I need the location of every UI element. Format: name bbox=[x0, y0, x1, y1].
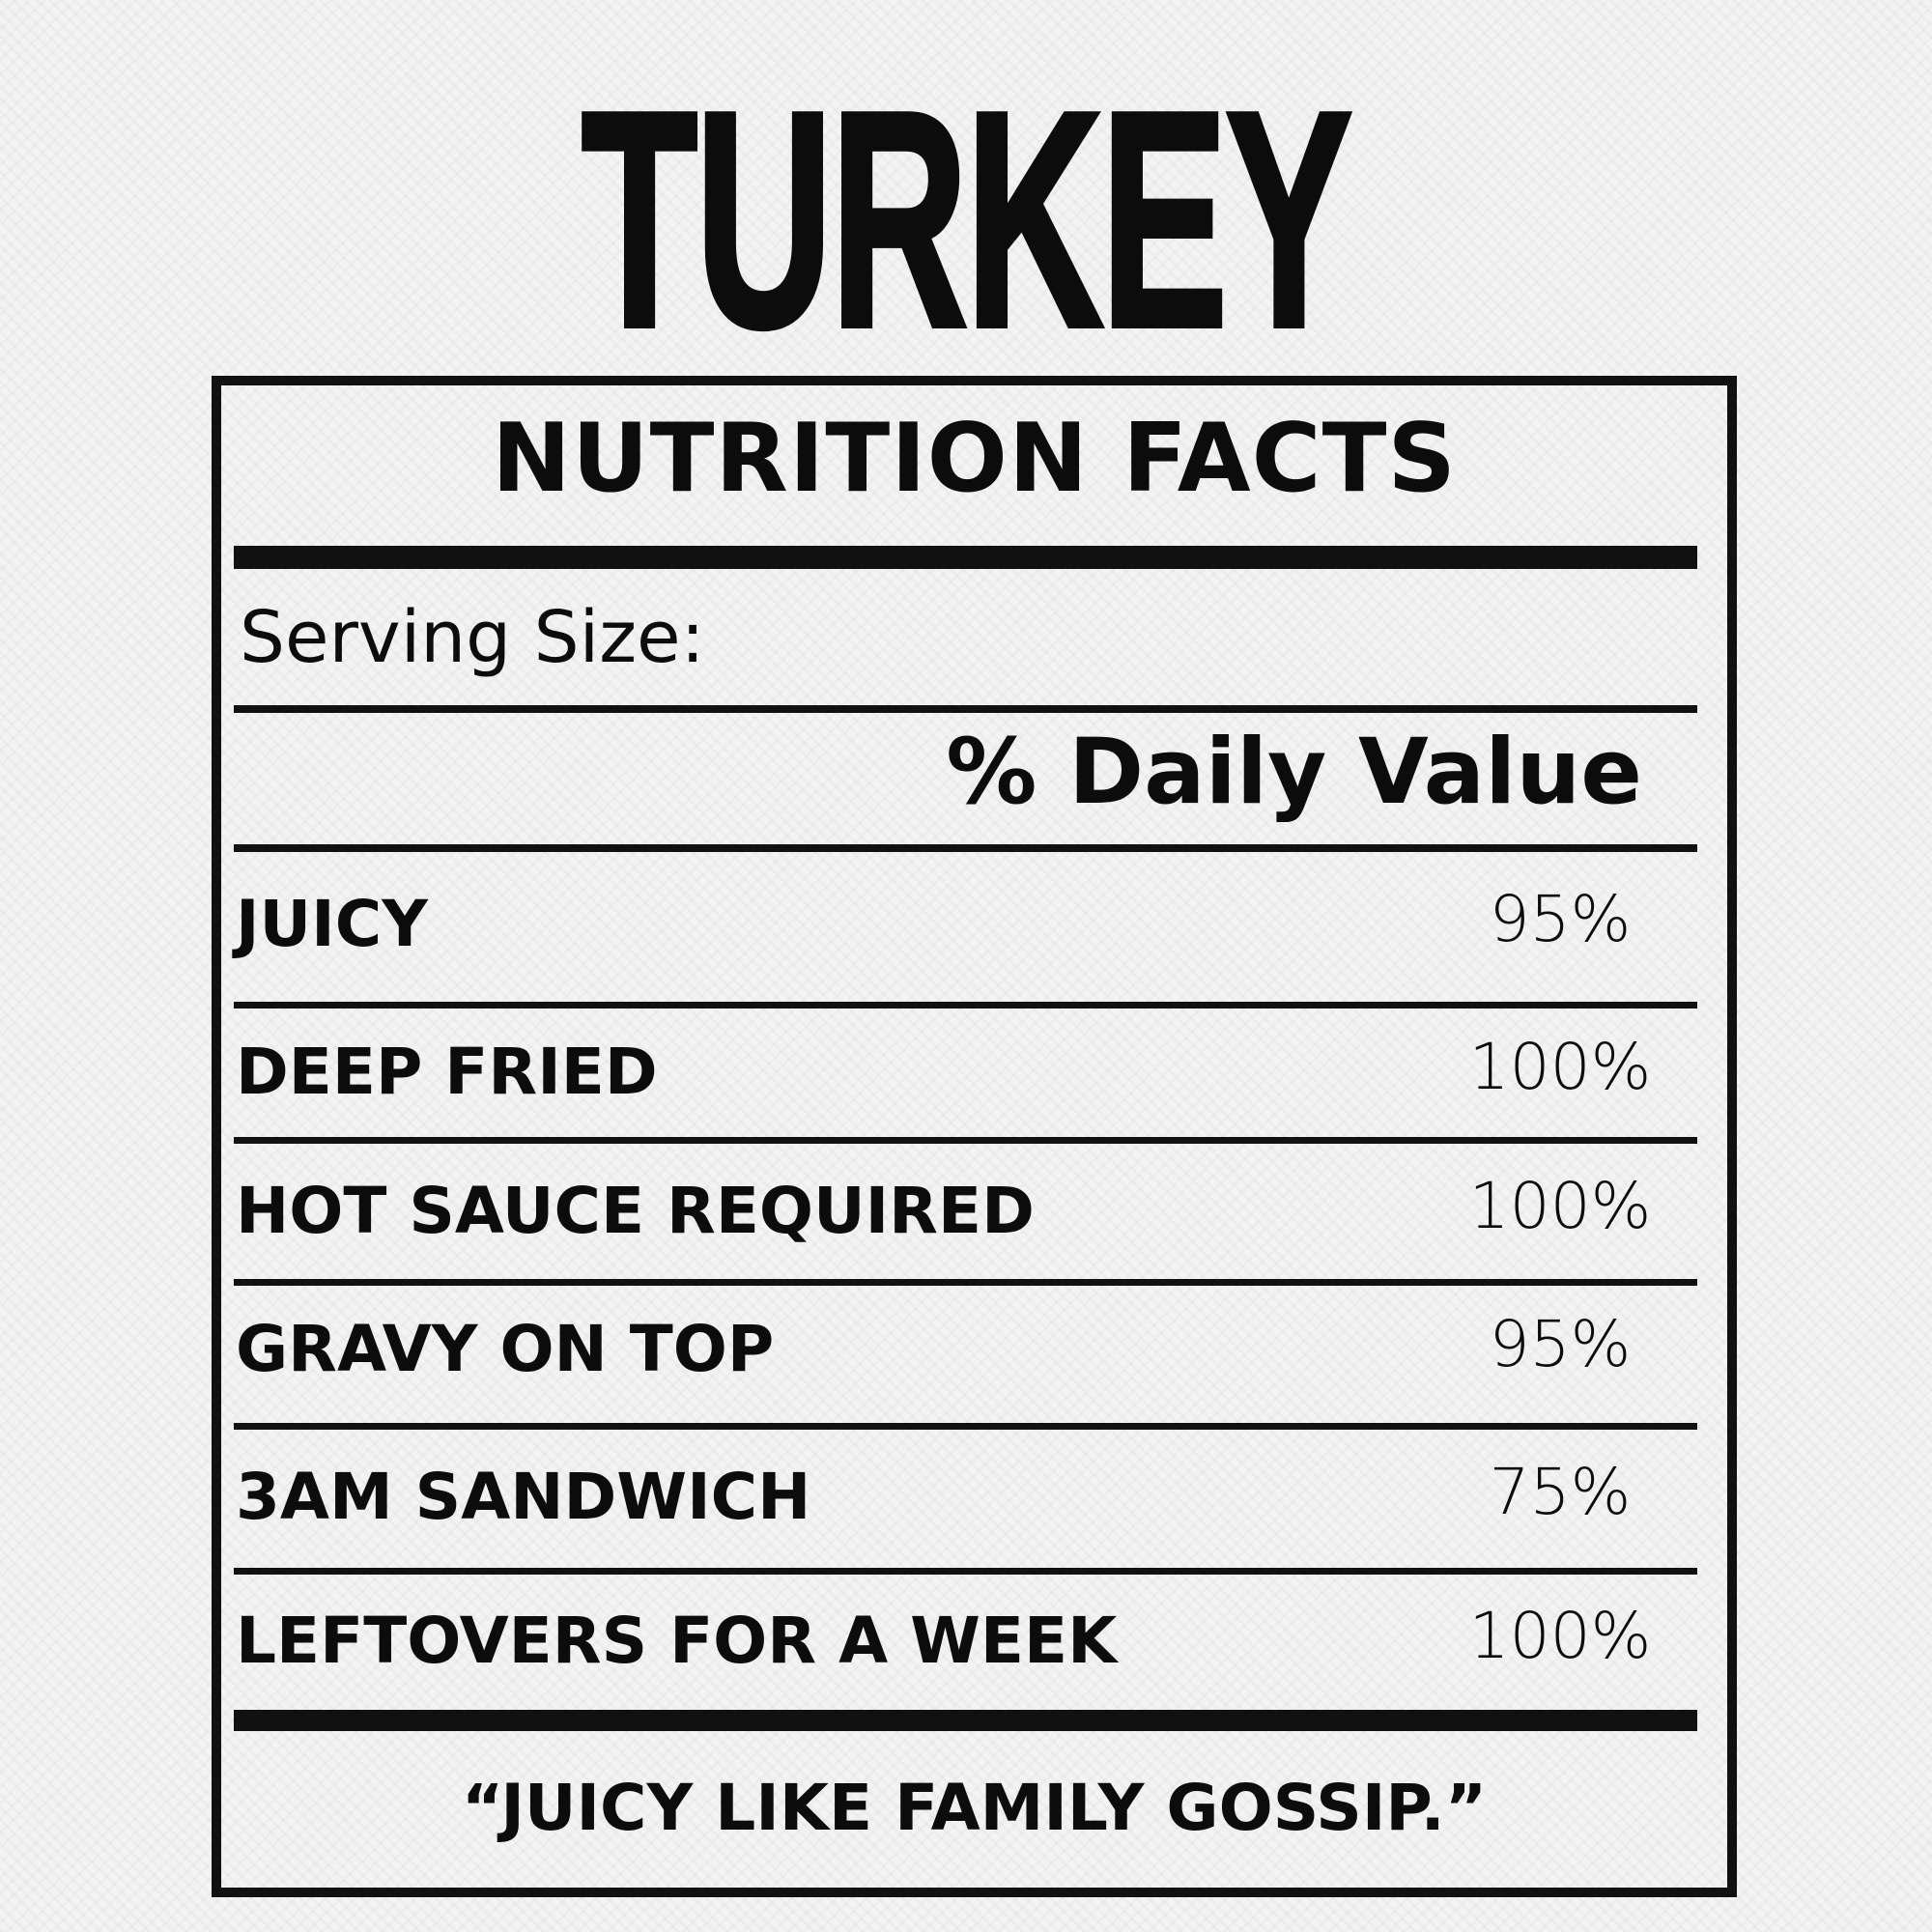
nutrient-name: HOT SAUCE REQUIRED bbox=[236, 1174, 1035, 1248]
nutrient-name: DEEP FRIED bbox=[236, 1035, 658, 1109]
nutrient-name: LEFTOVERS FOR A WEEK bbox=[236, 1604, 1118, 1678]
nutrition-label-frame bbox=[212, 376, 1737, 1897]
divider bbox=[234, 844, 1697, 852]
page-title: TURKEY bbox=[0, 48, 1932, 391]
title-text: TURKEY bbox=[580, 48, 1354, 391]
nutrient-value: 95% bbox=[1489, 1307, 1632, 1381]
nutrient-name: JUICY bbox=[236, 887, 428, 961]
thick-divider bbox=[234, 546, 1697, 569]
nutrient-value: 100% bbox=[1468, 1599, 1652, 1673]
daily-value-header: % Daily Value bbox=[946, 720, 1642, 825]
row-divider bbox=[234, 1002, 1697, 1009]
nutrient-value: 75% bbox=[1489, 1455, 1632, 1529]
label-heading: NUTRITION FACTS bbox=[491, 404, 1458, 514]
row-divider bbox=[234, 1568, 1697, 1575]
row-divider bbox=[234, 1137, 1697, 1144]
nutrient-name: 3AM SANDWICH bbox=[236, 1460, 811, 1534]
nutrient-value: 100% bbox=[1468, 1030, 1652, 1104]
nutrient-name: GRAVY ON TOP bbox=[236, 1312, 775, 1386]
row-divider bbox=[234, 1279, 1697, 1286]
nutrient-value: 95% bbox=[1489, 882, 1632, 956]
nutrient-value: 100% bbox=[1468, 1169, 1652, 1243]
divider bbox=[234, 705, 1697, 713]
serving-size: Serving Size: bbox=[240, 596, 705, 679]
thick-divider bbox=[234, 1710, 1697, 1731]
quote: “JUICY LIKE FAMILY GOSSIP.” bbox=[461, 1771, 1488, 1845]
row-divider bbox=[234, 1423, 1697, 1430]
